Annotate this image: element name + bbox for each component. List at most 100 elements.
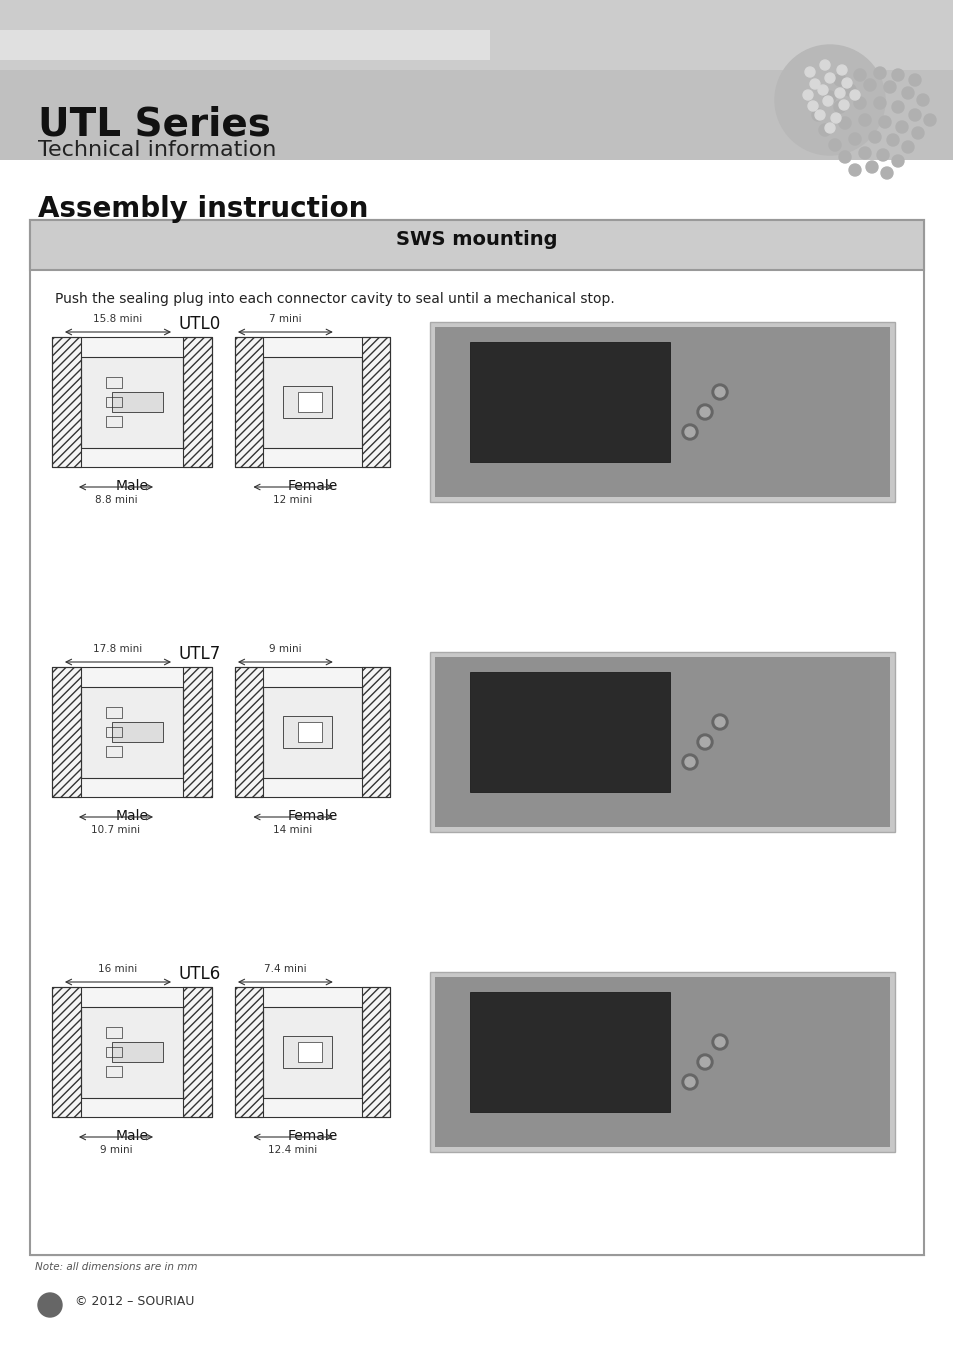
- Circle shape: [853, 97, 865, 109]
- Text: Push the sealing plug into each connector cavity to seal until a mechanical stop: Push the sealing plug into each connecto…: [55, 292, 614, 305]
- Bar: [52, 336, 81, 467]
- Text: 12 mini: 12 mini: [274, 494, 313, 505]
- Text: Female: Female: [287, 1129, 337, 1143]
- Bar: [52, 988, 81, 1117]
- Bar: [0, 0, 953, 159]
- Circle shape: [873, 97, 885, 109]
- Circle shape: [873, 68, 885, 78]
- Circle shape: [880, 168, 892, 178]
- Text: 7 mini: 7 mini: [269, 313, 301, 324]
- Bar: [52, 667, 212, 797]
- Bar: [282, 716, 332, 747]
- Circle shape: [804, 68, 814, 77]
- Circle shape: [811, 109, 823, 122]
- Bar: [81, 686, 183, 777]
- Circle shape: [824, 123, 834, 132]
- Circle shape: [697, 1054, 712, 1070]
- Text: Technical information: Technical information: [38, 141, 276, 159]
- Bar: [107, 708, 122, 717]
- Bar: [362, 667, 390, 797]
- Text: Female: Female: [287, 480, 337, 493]
- Text: Male: Male: [115, 809, 149, 823]
- Circle shape: [711, 384, 727, 400]
- Circle shape: [824, 73, 834, 82]
- Bar: [430, 971, 894, 1152]
- Circle shape: [809, 78, 820, 89]
- Bar: [0, 70, 953, 159]
- Text: Assembly instruction: Assembly instruction: [38, 195, 368, 223]
- Circle shape: [700, 407, 709, 417]
- Bar: [234, 667, 263, 797]
- Text: UTL0: UTL0: [178, 315, 221, 332]
- Circle shape: [901, 86, 913, 99]
- Text: © 2012 – SOURIAU: © 2012 – SOURIAU: [75, 1296, 194, 1308]
- Bar: [30, 220, 923, 1255]
- Text: UTL Series: UTL Series: [38, 105, 271, 143]
- Circle shape: [916, 95, 928, 105]
- Bar: [430, 653, 894, 832]
- Circle shape: [830, 113, 841, 123]
- Circle shape: [774, 45, 884, 155]
- Circle shape: [714, 1038, 724, 1047]
- Text: 10.7 mini: 10.7 mini: [91, 825, 140, 835]
- Bar: [183, 988, 212, 1117]
- Circle shape: [876, 149, 888, 161]
- Bar: [362, 336, 390, 467]
- Bar: [112, 392, 163, 412]
- Bar: [470, 342, 669, 462]
- Circle shape: [700, 1056, 709, 1067]
- Circle shape: [891, 155, 903, 168]
- Circle shape: [865, 161, 877, 173]
- Bar: [81, 1006, 183, 1097]
- Circle shape: [38, 1293, 62, 1317]
- Circle shape: [838, 100, 848, 109]
- Circle shape: [714, 717, 724, 727]
- Circle shape: [817, 85, 827, 95]
- Circle shape: [711, 713, 727, 730]
- Bar: [435, 327, 889, 497]
- Bar: [107, 1066, 122, 1077]
- Bar: [52, 667, 81, 797]
- Bar: [183, 336, 212, 467]
- Bar: [234, 336, 390, 467]
- Circle shape: [901, 141, 913, 153]
- Bar: [107, 727, 122, 738]
- Circle shape: [820, 59, 829, 70]
- Circle shape: [822, 96, 832, 105]
- Circle shape: [878, 116, 890, 128]
- Bar: [0, 30, 490, 59]
- Bar: [435, 977, 889, 1147]
- Bar: [263, 1006, 362, 1097]
- Text: 14 mini: 14 mini: [274, 825, 313, 835]
- Circle shape: [858, 147, 870, 159]
- Bar: [470, 671, 669, 792]
- Bar: [297, 1042, 322, 1062]
- Bar: [234, 336, 263, 467]
- Circle shape: [807, 101, 817, 111]
- Circle shape: [843, 84, 855, 96]
- Text: 8.8 mini: 8.8 mini: [94, 494, 137, 505]
- Bar: [362, 988, 390, 1117]
- Circle shape: [908, 109, 920, 122]
- Bar: [30, 220, 923, 270]
- Bar: [107, 1027, 122, 1038]
- Circle shape: [684, 427, 695, 436]
- Circle shape: [714, 386, 724, 397]
- Circle shape: [684, 757, 695, 767]
- Text: 7.4 mini: 7.4 mini: [264, 965, 306, 974]
- Bar: [297, 721, 322, 743]
- Circle shape: [923, 113, 935, 126]
- Circle shape: [684, 1077, 695, 1088]
- Bar: [183, 667, 212, 797]
- Bar: [470, 992, 669, 1112]
- Bar: [234, 988, 390, 1117]
- Circle shape: [858, 113, 870, 126]
- Circle shape: [700, 738, 709, 747]
- Bar: [234, 667, 390, 797]
- Circle shape: [891, 69, 903, 81]
- Text: UTL7: UTL7: [178, 644, 221, 663]
- Text: 9 mini: 9 mini: [269, 644, 301, 654]
- Circle shape: [891, 101, 903, 113]
- Bar: [107, 1047, 122, 1058]
- Text: Female: Female: [287, 809, 337, 823]
